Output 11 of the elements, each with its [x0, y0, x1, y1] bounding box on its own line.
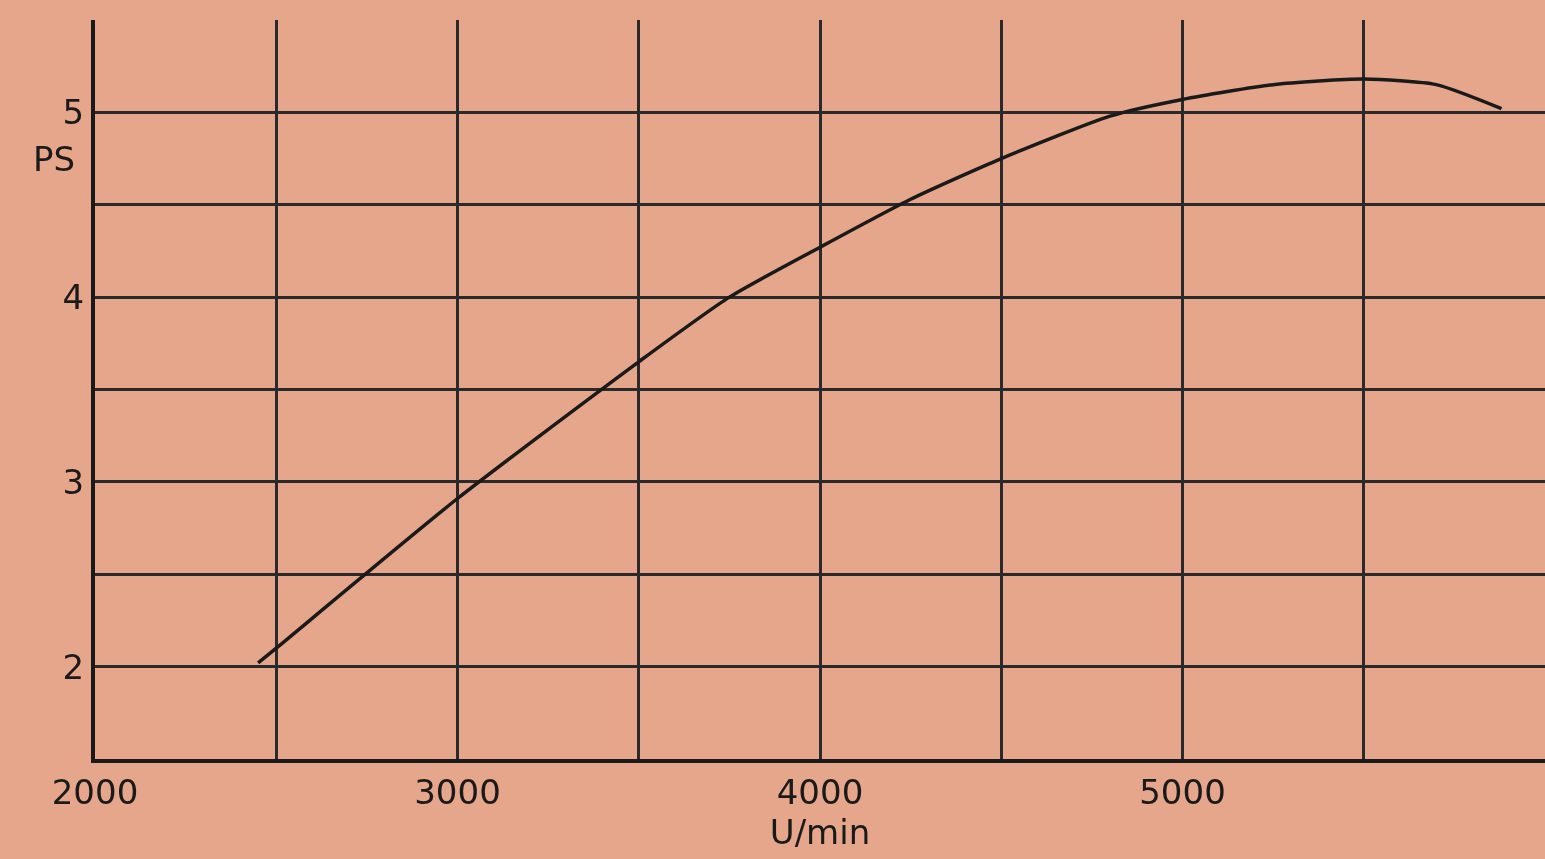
y-tick-label: 5 [62, 92, 85, 133]
x-tick-label: 2000 [51, 771, 139, 812]
x-tick-label: 5000 [1139, 771, 1226, 812]
x-axis-title: U/min [769, 811, 871, 852]
y-tick-label: 3 [62, 461, 85, 502]
line-series [256, 77, 1504, 665]
y-axis-title: PS [33, 139, 76, 179]
x-tick-label: 4000 [776, 771, 864, 812]
x-tick-label: 3000 [414, 771, 501, 812]
y-tick-label: 4 [62, 277, 85, 318]
y-tick-label: 2 [62, 646, 85, 687]
